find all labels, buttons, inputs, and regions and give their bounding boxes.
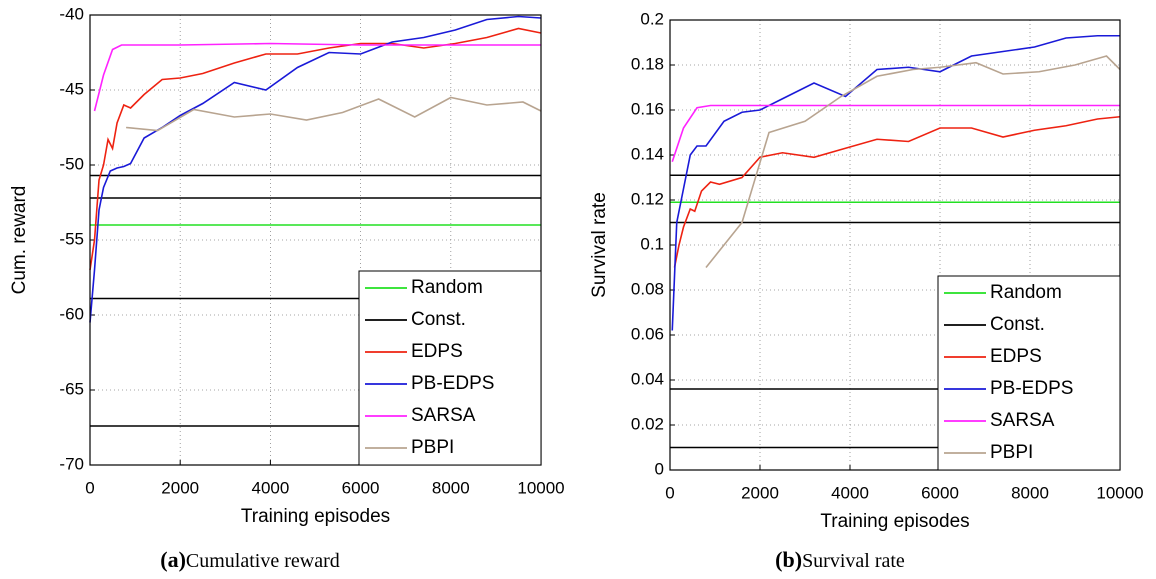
x-tick-label: 6000 bbox=[921, 483, 959, 502]
y-tick-label: 0.18 bbox=[631, 54, 664, 73]
legend-label: EDPS bbox=[990, 346, 1042, 367]
y-tick-label: 0.12 bbox=[631, 189, 664, 208]
x-tick-label: 2000 bbox=[161, 478, 199, 497]
plot-frame bbox=[669, 19, 1121, 471]
y-axis-label: Cum. reward bbox=[9, 186, 30, 295]
series-line bbox=[93, 42, 541, 112]
legend-label: Const. bbox=[990, 314, 1045, 335]
legend-label: PBPI bbox=[990, 442, 1033, 463]
legend-label: SARSA bbox=[411, 405, 476, 426]
y-tick-label: 0.14 bbox=[631, 144, 664, 163]
series-line bbox=[671, 34, 1120, 331]
caption-text: Cumulative reward bbox=[186, 550, 340, 572]
series-line bbox=[126, 96, 542, 132]
legend-label: Random bbox=[990, 282, 1062, 303]
y-axis-label: Survival rate bbox=[589, 192, 610, 298]
series-line bbox=[89, 15, 542, 323]
series-line bbox=[671, 104, 1120, 163]
y-tick-label: 0.04 bbox=[631, 369, 664, 388]
legend-label: EDPS bbox=[411, 341, 463, 362]
x-tick-label: 2000 bbox=[741, 483, 779, 502]
chart: 0 2000 4000 6000 8000 10000 0 0.02 0.04 0.06 0.08 0… bbox=[589, 9, 1144, 572]
x-axis-label: Training episodes bbox=[241, 506, 390, 527]
chart: 0 2000 4000 6000 8000 10000 -70 -65 -60 -55 -50 -45… bbox=[9, 4, 565, 572]
y-tick-label: -55 bbox=[59, 229, 84, 248]
x-tick-label: 4000 bbox=[831, 483, 869, 502]
caption-label: (b) bbox=[775, 547, 802, 572]
caption: (b)Survival rate bbox=[775, 547, 905, 572]
series-line bbox=[705, 55, 1121, 268]
legend-box bbox=[358, 270, 542, 466]
legend-label: SARSA bbox=[990, 410, 1055, 431]
caption-label: (a) bbox=[160, 547, 186, 572]
x-tick-label: 0 bbox=[85, 478, 94, 497]
legend-label: PB-EDPS bbox=[411, 373, 494, 394]
y-tick-label: 0.1 bbox=[640, 234, 664, 253]
series-line bbox=[89, 27, 542, 271]
legend-label: Const. bbox=[411, 309, 466, 330]
y-tick-label: 0.16 bbox=[631, 99, 664, 118]
x-tick-label: 8000 bbox=[1011, 483, 1049, 502]
x-tick-label: 8000 bbox=[432, 478, 470, 497]
x-tick-label: 0 bbox=[665, 483, 674, 502]
caption-text: Survival rate bbox=[802, 550, 905, 572]
series-line bbox=[673, 115, 1121, 268]
x-tick-label: 10000 bbox=[517, 478, 564, 497]
caption: (a)Cumulative reward bbox=[160, 547, 340, 572]
y-tick-label: -70 bbox=[59, 454, 84, 473]
y-tick-label: -50 bbox=[59, 154, 84, 173]
x-tick-label: 10000 bbox=[1096, 483, 1143, 502]
y-tick-label: -60 bbox=[59, 304, 84, 323]
y-tick-label: 0.2 bbox=[640, 9, 664, 28]
y-tick-label: -45 bbox=[59, 79, 84, 98]
y-tick-label: -65 bbox=[59, 379, 84, 398]
legend-box bbox=[937, 275, 1121, 471]
y-tick-label: 0.08 bbox=[631, 279, 664, 298]
y-tick-label: 0 bbox=[655, 459, 664, 478]
y-tick-label: 0.06 bbox=[631, 324, 664, 343]
y-tick-label: 0.02 bbox=[631, 414, 664, 433]
legend-label: PB-EDPS bbox=[990, 378, 1073, 399]
legend-label: Random bbox=[411, 277, 483, 298]
y-tick-label: -40 bbox=[59, 4, 84, 23]
x-axis-label: Training episodes bbox=[820, 511, 969, 532]
legend-label: PBPI bbox=[411, 437, 454, 458]
plot-frame bbox=[89, 14, 542, 466]
x-tick-label: 4000 bbox=[251, 478, 289, 497]
x-tick-label: 6000 bbox=[342, 478, 380, 497]
